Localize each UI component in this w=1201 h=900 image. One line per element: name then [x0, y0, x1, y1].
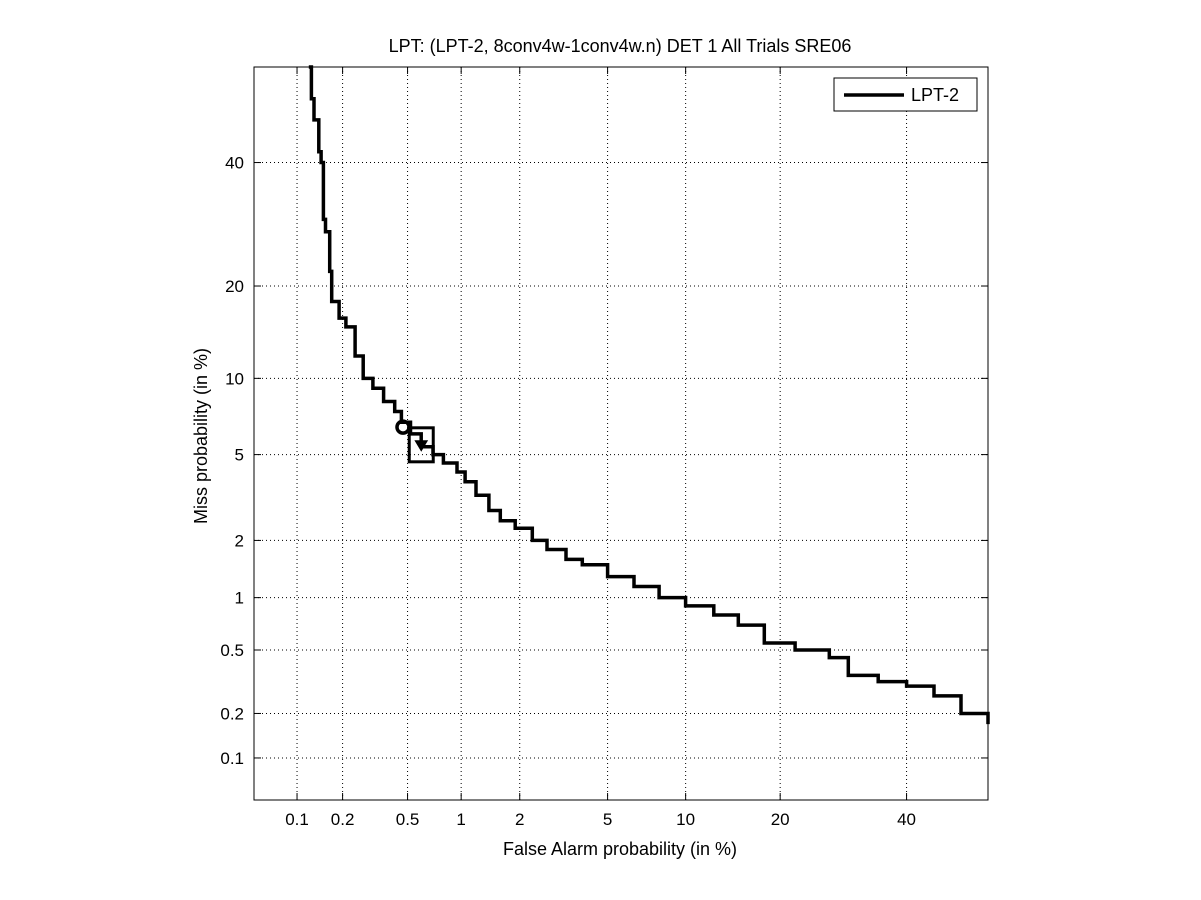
x-tick-label: 0.2	[331, 810, 355, 829]
y-tick-label: 5	[235, 446, 244, 465]
x-tick-label: 0.5	[396, 810, 420, 829]
x-tick-label: 5	[603, 810, 612, 829]
x-axis-title: False Alarm probability (in %)	[503, 839, 737, 859]
y-tick-label: 0.5	[220, 641, 244, 660]
tick-label-layer: 0.1 0.2 0.5 1 2 5 10 20 40 0.1 0.2 0.5 1 2 5 10 20 40	[220, 154, 916, 829]
plot-area-frame	[253, 66, 989, 801]
y-tick-label: 0.1	[220, 749, 244, 768]
x-tick-label: 1	[456, 810, 465, 829]
y-axis-title: Miss probability (in %)	[191, 348, 211, 524]
y-tick-label: 2	[235, 531, 244, 550]
series-line-lpt-2	[308, 65, 990, 725]
y-tick-label: 0.2	[220, 704, 244, 723]
grid-layer	[254, 67, 988, 800]
y-tick-label: 1	[235, 589, 244, 608]
legend: LPT-2	[833, 77, 978, 112]
y-tick-label: 10	[225, 369, 244, 388]
x-tick-label: 2	[515, 810, 524, 829]
y-tick-label: 40	[225, 154, 244, 173]
x-tick-label: 10	[676, 810, 695, 829]
y-tick-label: 20	[225, 277, 244, 296]
x-tick-label: 20	[771, 810, 790, 829]
legend-label-lpt-2: LPT-2	[911, 85, 959, 105]
x-tick-label: 40	[897, 810, 916, 829]
actual-dcf-triangle	[414, 440, 429, 452]
x-tick-label: 0.1	[285, 810, 309, 829]
actual-dcf-box	[407, 426, 435, 464]
marker-layer	[395, 419, 435, 464]
tick-layer	[254, 67, 988, 800]
chart-title: LPT: (LPT-2, 8conv4w-1conv4w.n) DET 1 Al…	[389, 36, 852, 56]
